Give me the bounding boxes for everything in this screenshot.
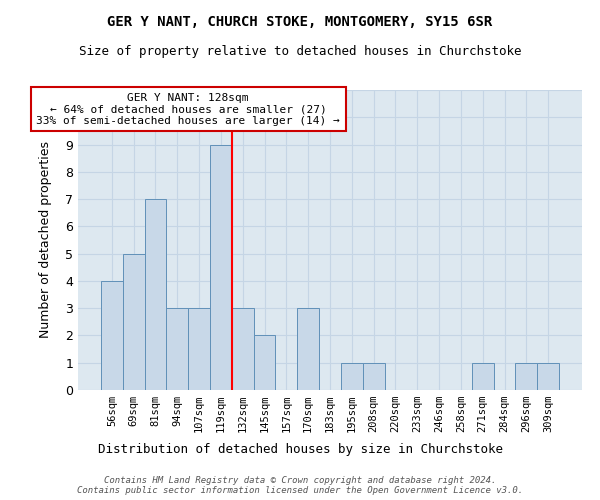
Bar — [297, 308, 319, 390]
Text: GER Y NANT, CHURCH STOKE, MONTGOMERY, SY15 6SR: GER Y NANT, CHURCH STOKE, MONTGOMERY, SY… — [107, 15, 493, 29]
Bar — [123, 254, 145, 390]
Bar — [101, 281, 123, 390]
Bar — [254, 336, 275, 390]
Bar — [363, 362, 385, 390]
Bar — [145, 199, 166, 390]
Bar — [537, 362, 559, 390]
Text: GER Y NANT: 128sqm
← 64% of detached houses are smaller (27)
33% of semi-detache: GER Y NANT: 128sqm ← 64% of detached hou… — [37, 92, 340, 126]
Bar — [232, 308, 254, 390]
Text: Distribution of detached houses by size in Churchstoke: Distribution of detached houses by size … — [97, 442, 503, 456]
Bar — [472, 362, 494, 390]
Y-axis label: Number of detached properties: Number of detached properties — [39, 142, 52, 338]
Bar — [341, 362, 363, 390]
Bar — [188, 308, 210, 390]
Bar — [515, 362, 537, 390]
Bar — [166, 308, 188, 390]
Text: Contains HM Land Registry data © Crown copyright and database right 2024.
Contai: Contains HM Land Registry data © Crown c… — [77, 476, 523, 495]
Bar — [210, 144, 232, 390]
Text: Size of property relative to detached houses in Churchstoke: Size of property relative to detached ho… — [79, 45, 521, 58]
